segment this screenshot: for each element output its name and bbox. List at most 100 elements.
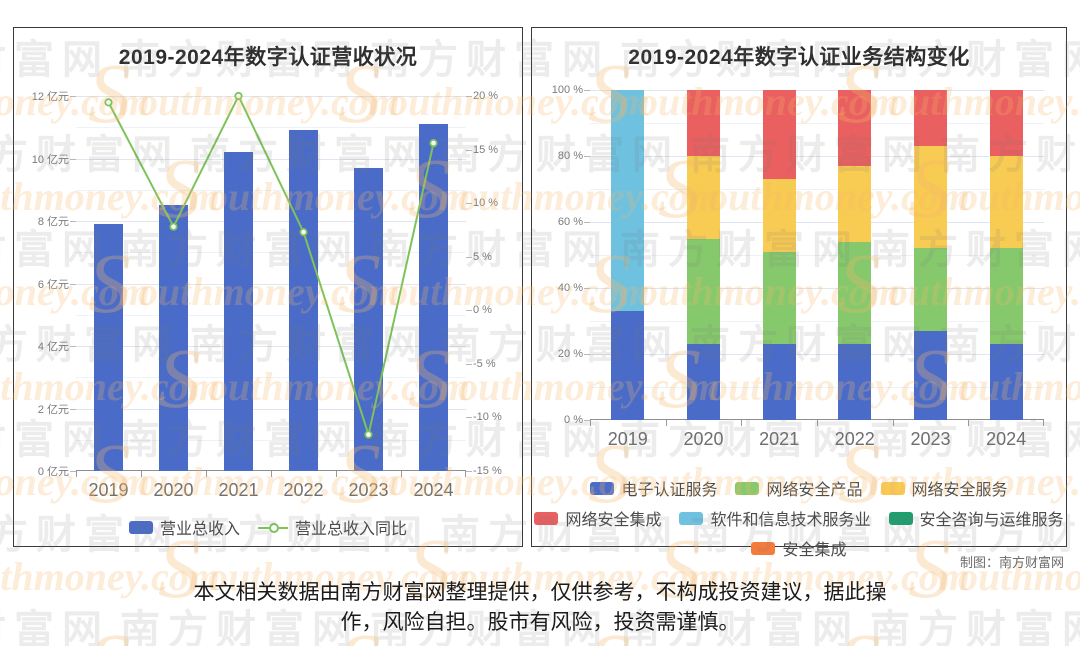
gridline [76, 346, 466, 347]
stack-segment[interactable] [686, 344, 721, 420]
x-axis-label: 2020 [683, 429, 724, 449]
y2-axis-tick-label: -10 % [473, 411, 502, 424]
stack-segment[interactable] [686, 156, 721, 239]
y-axis-tick-label: 60 % [557, 216, 583, 228]
legend-item[interactable]: 电子认证服务 [590, 476, 717, 500]
gridline-minor [76, 377, 466, 379]
legend-item[interactable]: 安全咨询与运维服务 [888, 506, 1064, 530]
growth-line-point[interactable] [364, 430, 373, 439]
stack-segment[interactable] [762, 251, 796, 345]
stack-segment[interactable] [913, 146, 948, 249]
y-axis-tick-mark [70, 221, 76, 222]
stack-segment[interactable] [762, 179, 796, 252]
stack-segment[interactable] [686, 238, 721, 345]
y2-axis-tick-mark [466, 149, 472, 151]
y-axis-tick-label: 10 亿元 [31, 153, 69, 166]
y-axis-tick-mark [584, 354, 590, 355]
legend-item[interactable]: 网络安全集成 [534, 506, 661, 530]
stack-segment[interactable] [913, 248, 948, 331]
revenue-chart-panel: 2019-2024年数字认证营收状况 0 亿元 2 亿元 4 亿元 6 亿元 8 亿元 1… [13, 27, 523, 547]
stacked-bar[interactable] [762, 90, 796, 420]
revenue-bar[interactable] [93, 224, 124, 471]
y-axis-tick-label: 20 % [557, 348, 583, 360]
revenue-bar[interactable] [353, 167, 384, 471]
growth-line-point[interactable] [429, 138, 438, 148]
gridline-minor [590, 255, 1044, 256]
x-axis-label: 2020 [153, 480, 194, 500]
stack-segment[interactable] [611, 90, 645, 312]
legend-item[interactable]: 软件和信息技术服务业 [679, 506, 871, 530]
chart-credit: 制图：南方财富网 [959, 555, 1064, 570]
x-axis-tick [590, 420, 591, 426]
stack-segment[interactable] [762, 344, 796, 420]
stack-segment[interactable] [838, 344, 872, 420]
gridline-minor [590, 189, 1044, 190]
stack-segment[interactable] [838, 90, 872, 166]
gridline-minor [76, 439, 466, 441]
structure-chart-title: 2019-2024年数字认证业务结构变化 [628, 46, 970, 69]
stack-segment[interactable] [913, 330, 948, 420]
legend-label: 电子认证服务 [621, 482, 718, 499]
stack-segment[interactable] [838, 165, 872, 242]
revenue-legend: 营业总收入 营业总收入同比 [14, 515, 522, 539]
x-axis-label: 2021 [218, 480, 259, 500]
y2-axis-tick-mark [466, 256, 472, 258]
legend-item[interactable]: 营业总收入 [128, 515, 240, 539]
x-axis-line [590, 419, 1044, 420]
growth-line-point[interactable] [169, 222, 178, 231]
x-axis-label: 2023 [910, 429, 951, 449]
stacked-bar[interactable] [838, 90, 872, 420]
disclaimer-line-2: 作，风险自担。股市有风险，投资需谨慎。 [340, 611, 740, 635]
legend-item[interactable]: 网络安全服务 [880, 476, 1008, 500]
growth-line-point[interactable] [299, 228, 308, 237]
y2-axis-tick-label: 10 % [473, 197, 499, 210]
stack-segment[interactable] [611, 311, 645, 420]
x-axis-tick [76, 471, 77, 477]
disclaimer-line-1: 本文相关数据由南方财富网整理提供，仅供参考，不构成投资建议，据此操 [193, 581, 887, 604]
legend-label: 营业总收入同比 [295, 521, 408, 538]
stack-segment[interactable] [989, 344, 1023, 420]
y2-axis-tick-label: 5 % [473, 250, 492, 263]
y2-axis-tick-mark [466, 96, 472, 97]
stacked-bar[interactable] [611, 90, 645, 420]
revenue-bar[interactable] [288, 130, 319, 471]
y2-axis-tick-mark [466, 203, 472, 205]
stack-segment[interactable] [989, 248, 1023, 345]
stacked-bar[interactable] [913, 90, 948, 420]
x-axis-tick [968, 420, 970, 426]
x-axis-tick [1043, 420, 1044, 426]
x-axis-line [76, 470, 466, 471]
legend-color-swatch [880, 481, 905, 495]
stacked-bar[interactable] [989, 90, 1023, 420]
legend-item[interactable]: 营业总收入同比 [258, 515, 407, 539]
stack-segment[interactable] [762, 90, 796, 180]
legend-color-swatch [679, 511, 704, 525]
y-axis-tick-label: 8 亿元 [37, 216, 69, 228]
stacked-bar[interactable] [686, 90, 721, 420]
structure-plot-area: 0 % 20 % 40 % 60 % 80 % 100 % 2019 2020 2021 2022… [552, 84, 1044, 449]
growth-line-point[interactable] [104, 98, 113, 107]
gridline [76, 283, 466, 285]
stack-segment[interactable] [686, 90, 721, 156]
revenue-bar[interactable] [223, 152, 254, 471]
stack-segment[interactable] [838, 241, 872, 345]
x-axis-tick [465, 471, 466, 477]
x-axis-label: 2021 [759, 429, 800, 449]
structure-legend: 电子认证服务 网络安全产品 网络安全服务网络安全集成 软件和信息技术服务业 安全咨询与运… [532, 476, 1066, 560]
stack-segment[interactable] [989, 156, 1023, 249]
y-axis-tick-mark [70, 408, 76, 410]
gridline [590, 90, 1044, 91]
legend-item[interactable]: 安全集成 [751, 536, 847, 560]
growth-line-point[interactable] [234, 91, 243, 101]
x-axis-tick [401, 471, 402, 477]
legend-label: 网络安全服务 [911, 482, 1008, 499]
x-axis-tick [271, 471, 272, 477]
x-axis-label: 2024 [986, 429, 1027, 449]
revenue-bar[interactable] [418, 124, 449, 471]
x-axis-tick [206, 471, 207, 477]
stack-segment[interactable] [989, 90, 1023, 156]
stack-segment[interactable] [913, 90, 948, 147]
revenue-bar[interactable] [158, 205, 189, 471]
gridline [590, 222, 1044, 223]
legend-item[interactable]: 网络安全产品 [735, 476, 863, 500]
